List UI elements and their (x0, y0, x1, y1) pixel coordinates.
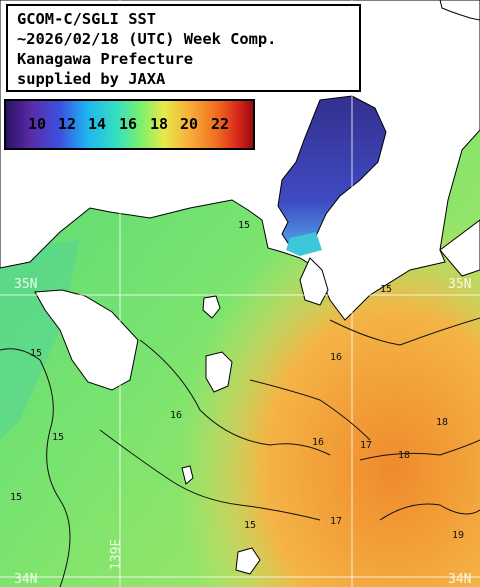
lat-label-35n: 35N (14, 277, 37, 292)
lat-label-34n: 34N (14, 572, 37, 587)
land-top-right (439, 0, 480, 21)
scale-tick: 16 (119, 115, 138, 133)
contour-label: 19 (452, 530, 464, 541)
contour-19 (379, 503, 480, 521)
contour-label: 15 (52, 432, 64, 443)
coordinate-labels: 35N 35N 34N 34N 139E (14, 277, 471, 587)
title-line-2: ~2026/02/18 (UTC) Week Comp. (17, 30, 277, 48)
lat-label-34n-east: 34N (448, 572, 471, 587)
scale-tick: 22 (211, 115, 230, 133)
land-miura-peninsula (299, 257, 329, 306)
bay-mouth-water (286, 232, 322, 256)
island-small-1 (202, 295, 221, 319)
scale-tick: 14 (88, 115, 107, 133)
contour-17 (329, 317, 480, 346)
title-panel: GCOM-C/SGLI SST ~2026/02/18 (UTC) Week C… (6, 4, 361, 92)
contour-label: 15 (238, 220, 250, 231)
scale-tick: 20 (180, 115, 199, 133)
sst-color-scale: 10 12 14 16 18 20 22 (4, 99, 255, 150)
scale-ticks: 10 12 14 16 18 20 22 (6, 101, 253, 148)
title-line-3: Kanagawa Prefecture (17, 50, 194, 68)
contour-label: 17 (330, 516, 342, 527)
contour-label: 17 (360, 440, 372, 451)
contour-label: 15 (30, 348, 42, 359)
contour-16 (139, 339, 331, 456)
island-small-3 (235, 547, 261, 575)
scale-tick: 10 (28, 115, 47, 133)
title-line-1: GCOM-C/SGLI SST (17, 10, 156, 28)
contour-label: 16 (170, 410, 182, 421)
contour-label: 18 (398, 450, 410, 461)
scale-tick: 12 (58, 115, 77, 133)
lon-label-139e: 139E (109, 539, 124, 570)
land-boso-peninsula (439, 219, 480, 277)
contour-label: 16 (330, 352, 342, 363)
contour-label: 18 (436, 417, 448, 428)
contour-15-south (99, 429, 321, 521)
scale-tick: 18 (150, 115, 169, 133)
lat-label-35n-east: 35N (448, 277, 471, 292)
contour-18 (359, 439, 480, 461)
contour-label: 15 (380, 284, 392, 295)
title-line-4: supplied by JAXA (17, 70, 166, 88)
color-scale-bar (6, 101, 253, 148)
contour-label-group: 15 15 15 15 15 15 16 16 16 17 17 18 18 1… (10, 220, 464, 541)
contour-label: 15 (244, 520, 256, 531)
island-small-2 (181, 465, 194, 485)
contour-15-west (0, 348, 71, 587)
contour-label: 16 (312, 437, 324, 448)
island-oshima (205, 351, 233, 393)
contour-16-east (249, 379, 371, 441)
isotherm-contours (0, 317, 480, 587)
contour-label: 15 (10, 492, 22, 503)
